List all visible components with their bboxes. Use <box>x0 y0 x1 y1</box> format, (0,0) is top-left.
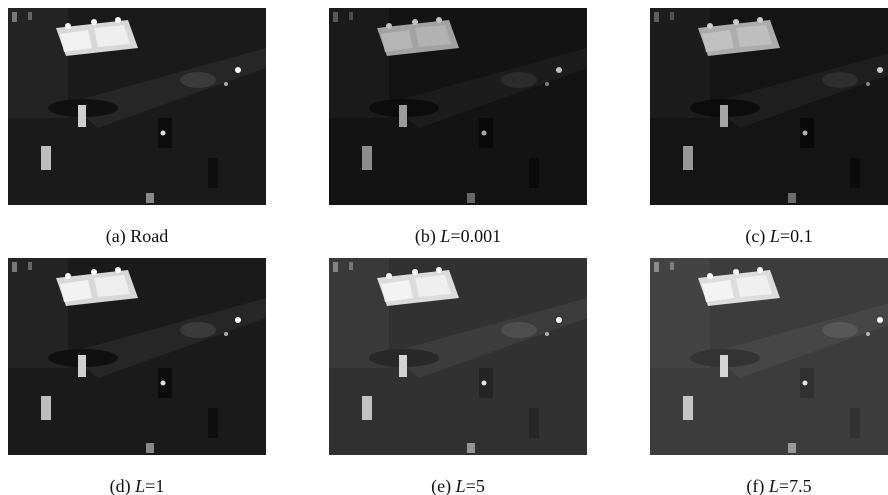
image <box>650 8 888 205</box>
caption-symbol: L <box>769 476 779 495</box>
caption-text: =0.001 <box>450 226 501 246</box>
image <box>8 8 266 205</box>
caption-tag: (f) <box>746 476 764 495</box>
caption-text: Road <box>130 226 168 246</box>
tone <box>650 258 888 455</box>
figure: (a) Road(b) L=0.001(c) L=0.1(d) L=1(e) L… <box>0 0 888 495</box>
caption-tag: (d) <box>110 476 131 495</box>
caption-tag: (c) <box>745 226 765 246</box>
caption: (f) L=7.5 <box>650 476 888 495</box>
caption-symbol: L <box>440 226 450 246</box>
panel: (f) L=7.5 <box>650 258 888 495</box>
image <box>329 8 587 205</box>
image <box>8 258 266 455</box>
caption: (e) L=5 <box>329 476 587 495</box>
image <box>650 258 888 455</box>
panel: (e) L=5 <box>329 258 587 495</box>
caption-text: =5 <box>466 476 485 495</box>
tone <box>329 258 587 455</box>
image <box>329 258 587 455</box>
tone <box>650 8 888 205</box>
caption-symbol: L <box>456 476 466 495</box>
panel: (a) Road <box>8 8 266 247</box>
caption-tag: (a) <box>106 226 126 246</box>
panel: (d) L=1 <box>8 258 266 495</box>
caption-text: =1 <box>145 476 164 495</box>
panel: (c) L=0.1 <box>650 8 888 247</box>
caption-text: =7.5 <box>779 476 812 495</box>
caption-tag: (b) <box>415 226 436 246</box>
caption: (c) L=0.1 <box>650 226 888 247</box>
caption-text: =0.1 <box>780 226 813 246</box>
tone <box>329 8 587 205</box>
caption: (d) L=1 <box>8 476 266 495</box>
panel: (b) L=0.001 <box>329 8 587 247</box>
caption-symbol: L <box>135 476 145 495</box>
caption-tag: (e) <box>431 476 451 495</box>
caption: (a) Road <box>8 226 266 247</box>
caption-symbol: L <box>770 226 780 246</box>
caption: (b) L=0.001 <box>329 226 587 247</box>
